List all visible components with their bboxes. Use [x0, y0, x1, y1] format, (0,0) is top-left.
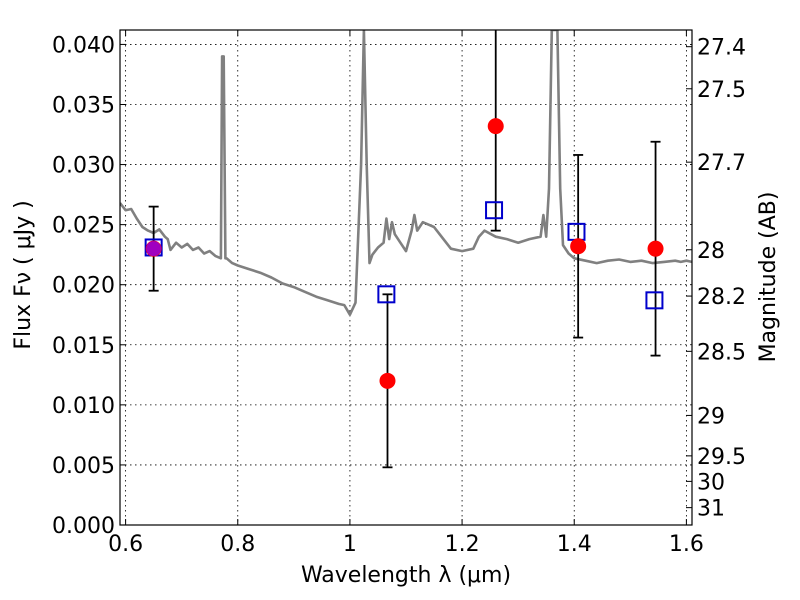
model-spectrum-line [120, 30, 692, 317]
y2-tick-label: 28.2 [697, 285, 746, 310]
model-flux-square [645, 291, 664, 310]
y-tick-label: 0.025 [52, 214, 115, 239]
y2-tick-label: 27.7 [697, 151, 746, 176]
y-tick-label: 0.010 [52, 394, 115, 419]
x-axis-label: Wavelength λ (μm) [301, 563, 511, 588]
y-tick-label: 0.035 [52, 93, 115, 118]
y2-tick-label: 28 [697, 239, 725, 264]
y2-tick-label: 29.5 [697, 445, 746, 470]
y-tick-label: 0.000 [52, 514, 115, 539]
y-tick-label: 0.040 [52, 33, 115, 58]
y2-tick-label: 27.5 [697, 78, 746, 103]
y2-tick-label: 27.4 [697, 36, 746, 61]
model-spectrum-layer [120, 30, 692, 317]
x-tick-label: 0.8 [220, 532, 255, 557]
x-tick-label: 1.2 [445, 532, 480, 557]
y-tick-label: 0.005 [52, 454, 115, 479]
y-tick-label: 0.030 [52, 154, 115, 179]
observed-flux-circle [487, 118, 504, 135]
y-tick-labels: 0.000 0.005 0.010 0.015 0.020 0.025 0.030 0.035… [52, 33, 115, 539]
y2-tick-label: 29 [697, 404, 725, 429]
y2-tick-label: 30 [697, 470, 725, 495]
square-markers-layer [144, 201, 664, 310]
plot-frame [119, 29, 693, 526]
grid-lines [120, 30, 692, 526]
y-tick-label: 0.020 [52, 274, 115, 299]
model-flux-square [485, 201, 504, 220]
x-tick-labels: 0.6 0.8 1 1.2 1.4 1.6 [108, 532, 704, 557]
x-tick-label: 1 [343, 532, 357, 557]
model-flux-square [567, 222, 586, 241]
y-axis-label: Flux Fν ( μJy ) [11, 200, 36, 349]
y2-axis-label: Magnitude (AB) [756, 192, 781, 363]
observed-flux-circle [647, 240, 664, 257]
circle-markers-layer [145, 118, 664, 389]
observed-flux-circle [379, 372, 396, 389]
x-tick-label: 1.4 [557, 532, 592, 557]
y2-tick-label: 28.5 [697, 340, 746, 365]
overlap-marker [146, 241, 162, 257]
x-tick-label: 0.6 [108, 532, 143, 557]
y2-tick-label: 31 [697, 497, 725, 522]
x-tick-label: 1.6 [669, 532, 704, 557]
model-flux-square [377, 285, 396, 304]
observed-flux-circle [570, 238, 587, 255]
ticks-layer [120, 30, 692, 526]
y-tick-label: 0.015 [52, 334, 115, 359]
